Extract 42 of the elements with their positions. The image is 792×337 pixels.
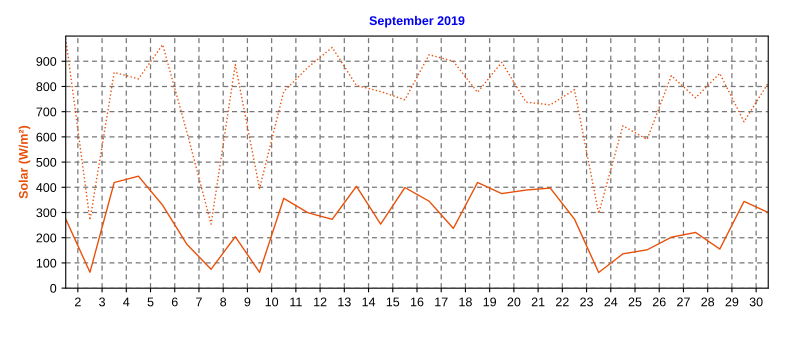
x-tick-label: 7	[196, 298, 202, 306]
y-tick-label: 700	[36, 107, 56, 116]
x-tick-label: 27	[677, 297, 690, 306]
x-tick-label: 18	[459, 297, 472, 306]
chart-title: September 2019	[369, 16, 464, 28]
x-tick-label: 14	[362, 298, 376, 306]
x-tick-label: 5	[148, 298, 154, 306]
x-tick-label: 13	[338, 297, 351, 306]
x-tick-label: 22	[556, 297, 569, 306]
x-tick-label: 17	[435, 298, 448, 306]
x-tick-label: 29	[726, 297, 738, 306]
x-tick-label: 23	[580, 297, 593, 306]
y-tick-label: 800	[36, 82, 56, 92]
y-tick-label: 300	[36, 208, 56, 218]
x-tick-label: 3	[99, 297, 105, 306]
y-tick-label: 600	[36, 132, 56, 142]
x-tick-label: 9	[244, 297, 250, 306]
x-tick-label: 6	[172, 297, 178, 306]
y-axis-title: Solar (W/m²)	[18, 126, 30, 199]
x-tick-label: 8	[220, 297, 226, 306]
x-tick-label: 26	[652, 297, 666, 306]
y-tick-label: 200	[36, 234, 56, 242]
x-tick-label: 28	[701, 297, 714, 306]
x-tick-label: 12	[314, 297, 326, 306]
x-tick-label: 2	[75, 297, 81, 306]
x-tick-label: 15	[386, 298, 400, 306]
y-tick-label: 900	[36, 57, 56, 66]
x-tick-label: 10	[266, 297, 278, 306]
y-tick-label: 500	[36, 158, 56, 167]
x-tick-label: 11	[290, 298, 302, 306]
x-tick-label: 24	[604, 297, 618, 306]
x-tick-label: 4	[123, 298, 130, 306]
x-tick-label: 19	[484, 297, 496, 306]
y-tick-label: 0	[50, 284, 56, 293]
y-tick-label: 400	[36, 183, 56, 192]
x-tick-label: 25	[628, 297, 642, 306]
y-tick-label: 100	[36, 258, 56, 268]
x-tick-label: 20	[508, 297, 520, 306]
line-series	[66, 176, 768, 274]
x-tick-label: 16	[410, 297, 424, 306]
x-tick-label: 30	[750, 297, 763, 306]
x-tick-label: 21	[532, 297, 544, 306]
